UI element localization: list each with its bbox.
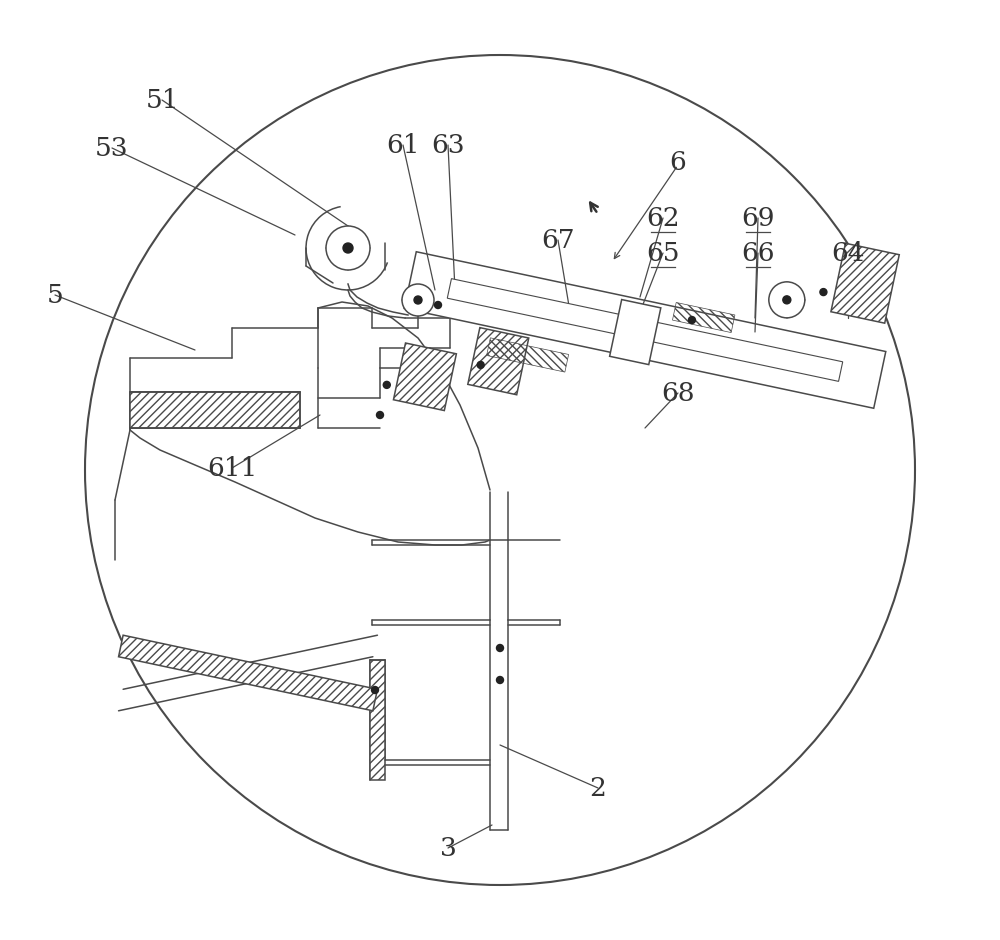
Circle shape (497, 677, 504, 683)
Bar (370, 660, 385, 780)
Bar (130, 392, 300, 428)
Bar (404, 252, 886, 408)
Circle shape (414, 296, 422, 304)
Text: 66: 66 (741, 241, 775, 265)
Text: 62: 62 (646, 206, 680, 230)
Bar (610, 300, 661, 365)
Text: 68: 68 (661, 381, 695, 405)
Text: 67: 67 (541, 227, 575, 253)
Bar (447, 278, 843, 382)
Text: 611: 611 (207, 456, 257, 480)
Circle shape (769, 282, 805, 318)
Bar (393, 343, 456, 411)
Circle shape (497, 645, 504, 651)
Text: 64: 64 (831, 241, 865, 265)
Text: 53: 53 (95, 135, 129, 161)
Circle shape (402, 284, 434, 316)
Bar (487, 337, 569, 372)
Circle shape (383, 382, 390, 388)
Text: 51: 51 (145, 87, 179, 113)
Circle shape (477, 361, 484, 368)
Circle shape (820, 289, 827, 295)
Bar (831, 243, 899, 323)
Bar (468, 328, 529, 395)
Circle shape (783, 296, 791, 304)
Bar (119, 635, 377, 711)
Circle shape (435, 302, 442, 308)
Text: 61: 61 (386, 133, 420, 158)
Circle shape (372, 686, 379, 694)
Circle shape (688, 317, 695, 323)
Text: 6: 6 (670, 149, 686, 175)
Text: 2: 2 (590, 776, 606, 801)
Text: 65: 65 (646, 241, 680, 265)
Text: 69: 69 (741, 206, 775, 230)
Text: 5: 5 (47, 283, 63, 307)
Bar (672, 303, 735, 333)
Circle shape (377, 412, 384, 418)
Text: 63: 63 (431, 133, 465, 158)
Circle shape (326, 226, 370, 270)
Circle shape (343, 243, 353, 253)
Text: 3: 3 (440, 836, 456, 860)
